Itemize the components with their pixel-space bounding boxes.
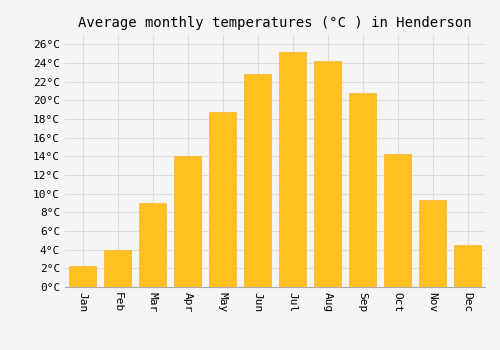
Bar: [384, 154, 410, 287]
Bar: [140, 203, 166, 287]
Bar: [314, 61, 340, 287]
Bar: [280, 52, 305, 287]
Bar: [350, 93, 376, 287]
Bar: [174, 156, 201, 287]
Title: Average monthly temperatures (°C ) in Henderson: Average monthly temperatures (°C ) in He…: [78, 16, 472, 30]
Bar: [420, 200, 446, 287]
Bar: [244, 74, 270, 287]
Bar: [70, 266, 96, 287]
Bar: [104, 250, 130, 287]
Bar: [210, 112, 236, 287]
Bar: [454, 245, 480, 287]
